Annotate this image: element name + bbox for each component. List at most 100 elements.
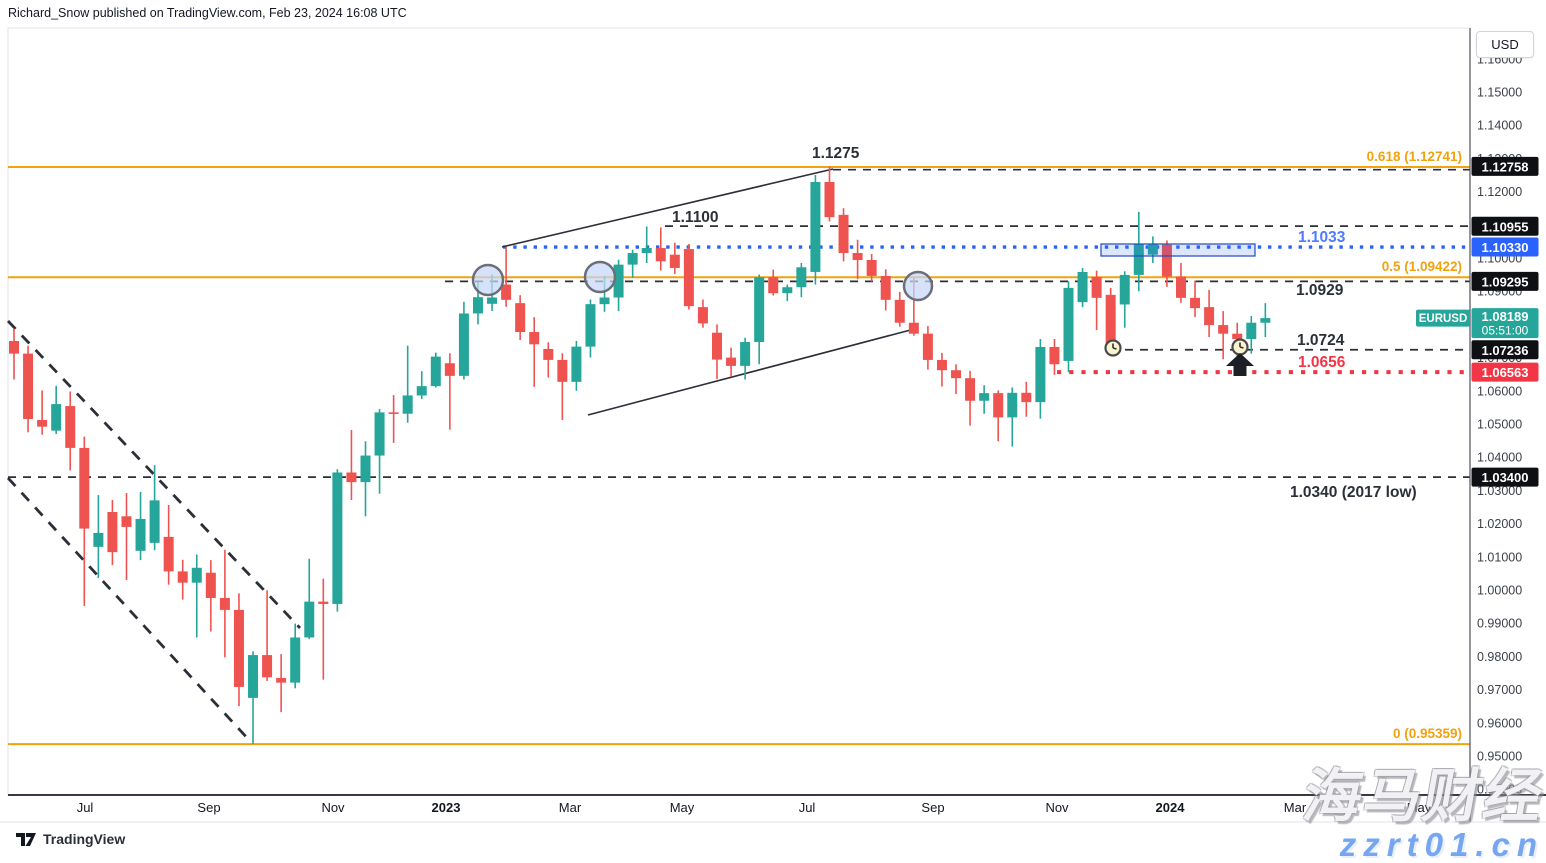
up-arrow-marker[interactable]: [1226, 353, 1254, 376]
highlight-circle-marker[interactable]: [902, 270, 934, 302]
candle[interactable]: [219, 549, 230, 658]
candle[interactable]: [852, 239, 863, 280]
candle[interactable]: [290, 623, 301, 689]
candle[interactable]: [740, 337, 751, 380]
candle[interactable]: [9, 328, 19, 380]
candle[interactable]: [712, 324, 722, 380]
candle[interactable]: [1190, 280, 1201, 318]
candle[interactable]: [782, 284, 793, 302]
candle[interactable]: [191, 554, 202, 638]
candle[interactable]: [697, 299, 708, 328]
candle[interactable]: [51, 385, 62, 434]
candle[interactable]: [1246, 316, 1257, 354]
clock-icon[interactable]: [1231, 338, 1249, 356]
candle[interactable]: [501, 247, 512, 307]
candle[interactable]: [585, 299, 596, 358]
clock-icon[interactable]: [1104, 339, 1122, 357]
candle[interactable]: [1091, 270, 1102, 331]
candle[interactable]: [37, 390, 48, 435]
candle[interactable]: [23, 345, 34, 433]
candle[interactable]: [993, 390, 1004, 442]
candle[interactable]: [430, 352, 441, 388]
candle[interactable]: [1260, 303, 1271, 338]
candle[interactable]: [276, 654, 287, 713]
candle[interactable]: [951, 364, 962, 395]
highlight-circle-marker[interactable]: [471, 263, 505, 297]
candle[interactable]: [613, 259, 624, 312]
candle[interactable]: [880, 269, 891, 311]
candle[interactable]: [824, 166, 835, 222]
candle[interactable]: [1007, 387, 1018, 447]
candle[interactable]: [655, 227, 666, 271]
candle[interactable]: [936, 352, 947, 387]
candle[interactable]: [93, 495, 104, 579]
candle[interactable]: [163, 505, 174, 585]
candle[interactable]: [65, 391, 76, 471]
candle[interactable]: [149, 465, 160, 551]
candle[interactable]: [121, 493, 132, 581]
candle[interactable]: [416, 371, 427, 400]
candle[interactable]: [965, 370, 976, 426]
candle[interactable]: [304, 558, 315, 640]
candle[interactable]: [1147, 236, 1158, 263]
candle[interactable]: [374, 409, 385, 494]
candle[interactable]: [810, 175, 821, 285]
candle[interactable]: [1077, 267, 1088, 308]
highlight-circle-marker[interactable]: [583, 260, 617, 294]
candle[interactable]: [402, 345, 413, 423]
candle[interactable]: [571, 341, 582, 391]
candle[interactable]: [1021, 381, 1032, 417]
plot-area[interactable]: [7, 27, 1471, 796]
candle[interactable]: [388, 395, 399, 443]
candle[interactable]: [346, 429, 357, 501]
candle[interactable]: [543, 342, 554, 378]
candle[interactable]: [1035, 339, 1046, 419]
candle[interactable]: [177, 559, 188, 600]
candle[interactable]: [262, 590, 273, 681]
candle[interactable]: [838, 208, 849, 262]
rising-channel-line[interactable]: [587, 327, 919, 416]
candle[interactable]: [135, 492, 146, 561]
candle[interactable]: [641, 226, 652, 263]
candle[interactable]: [107, 500, 118, 566]
candle[interactable]: [726, 347, 737, 377]
candle[interactable]: [669, 242, 680, 274]
candle[interactable]: [1133, 211, 1144, 292]
candle[interactable]: [529, 317, 540, 387]
resistance-zone-rectangle[interactable]: [1100, 243, 1256, 257]
candle[interactable]: [318, 578, 329, 680]
candle[interactable]: [205, 560, 216, 632]
rising-channel-line[interactable]: [501, 168, 834, 248]
candle[interactable]: [894, 291, 905, 327]
candle-body: [951, 370, 962, 379]
candle[interactable]: [557, 353, 568, 421]
candle[interactable]: [248, 651, 259, 745]
candle[interactable]: [979, 385, 990, 414]
time-scale[interactable]: [8, 795, 1546, 822]
candle[interactable]: [360, 441, 371, 517]
candle[interactable]: [1161, 240, 1172, 287]
candle[interactable]: [332, 469, 343, 612]
candle[interactable]: [922, 326, 933, 370]
candle[interactable]: [627, 249, 638, 278]
candle[interactable]: [1119, 271, 1130, 328]
candle[interactable]: [754, 274, 765, 365]
candle[interactable]: [515, 295, 526, 341]
candle[interactable]: [1204, 289, 1215, 338]
candle[interactable]: [444, 353, 455, 430]
candle[interactable]: [1105, 287, 1116, 350]
candle[interactable]: [866, 254, 877, 282]
candle[interactable]: [768, 269, 779, 296]
candle[interactable]: [1175, 262, 1186, 303]
candle[interactable]: [683, 244, 694, 310]
candle[interactable]: [79, 436, 90, 606]
currency-selector-button[interactable]: USD: [1476, 31, 1534, 58]
price-scale[interactable]: [1470, 28, 1546, 795]
candle[interactable]: [233, 593, 244, 707]
candle[interactable]: [1218, 311, 1229, 360]
candle[interactable]: [458, 301, 469, 380]
candle[interactable]: [1063, 281, 1074, 373]
candle[interactable]: [1049, 339, 1060, 375]
falling-channel-line[interactable]: [6, 320, 302, 629]
candle[interactable]: [796, 262, 807, 298]
